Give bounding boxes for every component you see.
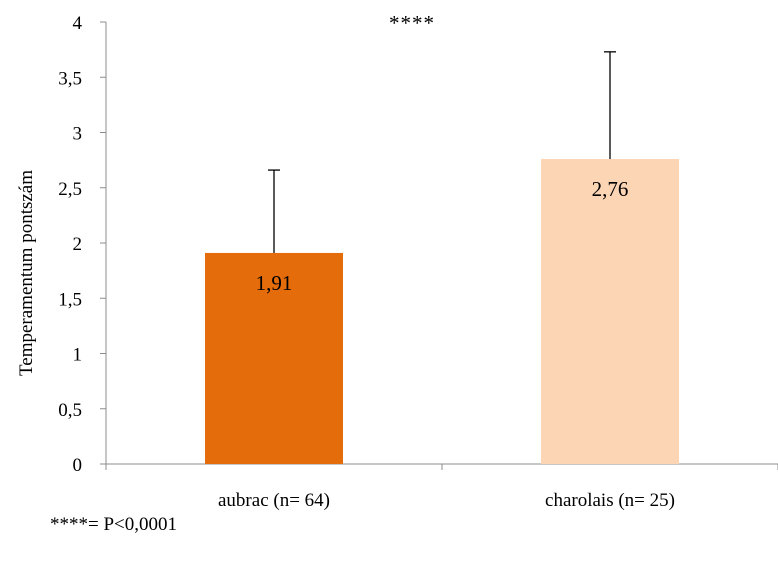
data-label: 2,76 xyxy=(592,177,629,201)
y-axis: 0 0,5 1 1,5 2 2,5 3 3,5 4 xyxy=(58,13,107,476)
bar xyxy=(205,252,343,464)
data-label: 1,91 xyxy=(256,271,293,295)
y-tick-label: 4 xyxy=(73,13,83,34)
y-tick-label: 0,5 xyxy=(58,400,82,421)
significance-marker: **** xyxy=(389,11,435,35)
y-tick-label: 3 xyxy=(73,124,83,145)
y-tick-label: 3,5 xyxy=(58,68,82,89)
x-tick-label: aubrac (n= 64) xyxy=(218,490,330,511)
bars xyxy=(205,159,679,464)
bar xyxy=(541,159,679,464)
error-bars xyxy=(268,51,616,253)
footnote: ****= P<0,0001 xyxy=(50,514,177,535)
y-tick-label: 0 xyxy=(73,455,83,476)
x-tick-label: charolais (n= 25) xyxy=(545,490,675,511)
y-tick-label: 2,5 xyxy=(58,179,82,200)
y-tick-label: 1,5 xyxy=(58,289,82,310)
x-axis: aubrac (n= 64) charolais (n= 25) xyxy=(105,463,778,511)
y-axis-label: Temperamentum pontszám xyxy=(16,170,37,376)
data-labels: 1,91 2,76 xyxy=(256,177,629,295)
y-tick-label: 1 xyxy=(73,345,83,366)
y-tick-label: 2 xyxy=(73,234,83,255)
